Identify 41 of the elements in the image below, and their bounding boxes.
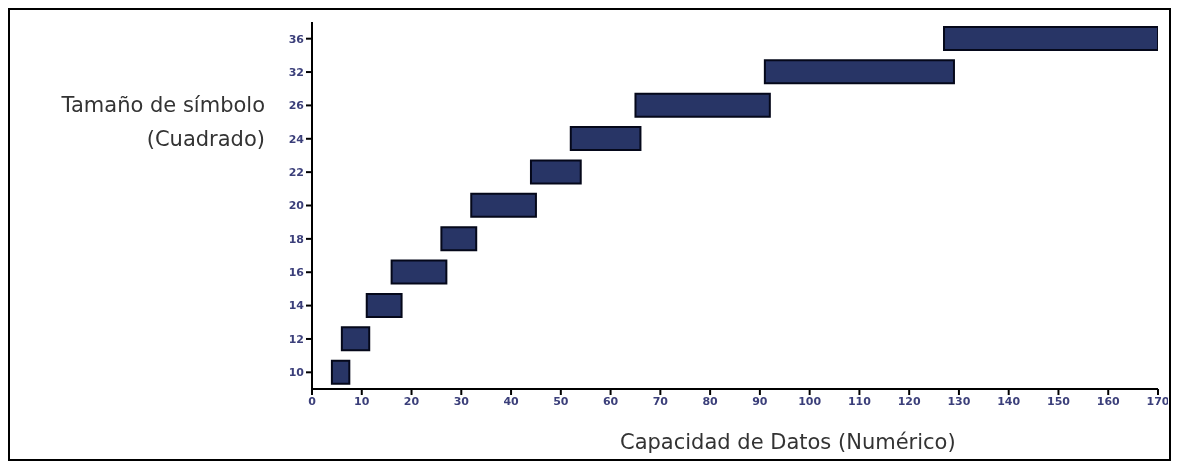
y-tick-label: 20 — [288, 199, 305, 213]
y-tick-label: 36 — [288, 32, 305, 46]
y-tick-label: 18 — [288, 232, 304, 246]
x-tick-label: 60 — [602, 394, 619, 408]
bar — [763, 59, 955, 85]
bar — [340, 326, 371, 352]
x-tick-label: 100 — [798, 394, 822, 408]
y-tick-label: 14 — [288, 299, 305, 313]
y-tick-label: 26 — [288, 99, 305, 113]
y-tick-label: 22 — [288, 166, 304, 180]
x-tick-label: 20 — [403, 394, 420, 408]
y-tick-label: 24 — [288, 132, 305, 146]
x-tick-label: 10 — [354, 394, 370, 408]
x-tick-label: 40 — [503, 394, 520, 408]
y-axis-title: Tamaño de símbolo (Cuadrado) — [60, 92, 265, 153]
x-tick-label: 140 — [997, 394, 1021, 408]
bar — [634, 92, 771, 118]
x-axis-title: Capacidad de Datos (Numérico) — [620, 430, 956, 454]
x-tick-label: 50 — [553, 394, 569, 408]
x-tick-label: 30 — [453, 394, 470, 408]
x-tick-label: 150 — [1046, 394, 1071, 408]
bar — [440, 226, 478, 252]
bar — [943, 26, 1158, 51]
bar — [390, 259, 448, 285]
y-tick-label: 32 — [288, 65, 304, 79]
x-tick-label: 130 — [947, 394, 971, 408]
y-tick-label: 16 — [288, 266, 305, 280]
x-tick-label: 110 — [847, 394, 872, 408]
bar — [365, 292, 403, 318]
x-tick-label: 120 — [897, 394, 921, 408]
x-tick-label: 70 — [652, 394, 669, 408]
bar — [470, 192, 537, 218]
x-tick-label: 0 — [308, 394, 317, 408]
bar — [569, 126, 642, 152]
x-tick-label: 90 — [752, 394, 768, 408]
bar — [330, 359, 351, 385]
x-tick-label: 160 — [1096, 394, 1121, 408]
y-tick-label: 10 — [288, 366, 305, 380]
x-tick-label: 80 — [702, 394, 719, 408]
y-tick-label: 12 — [288, 332, 304, 346]
bar — [529, 159, 582, 185]
